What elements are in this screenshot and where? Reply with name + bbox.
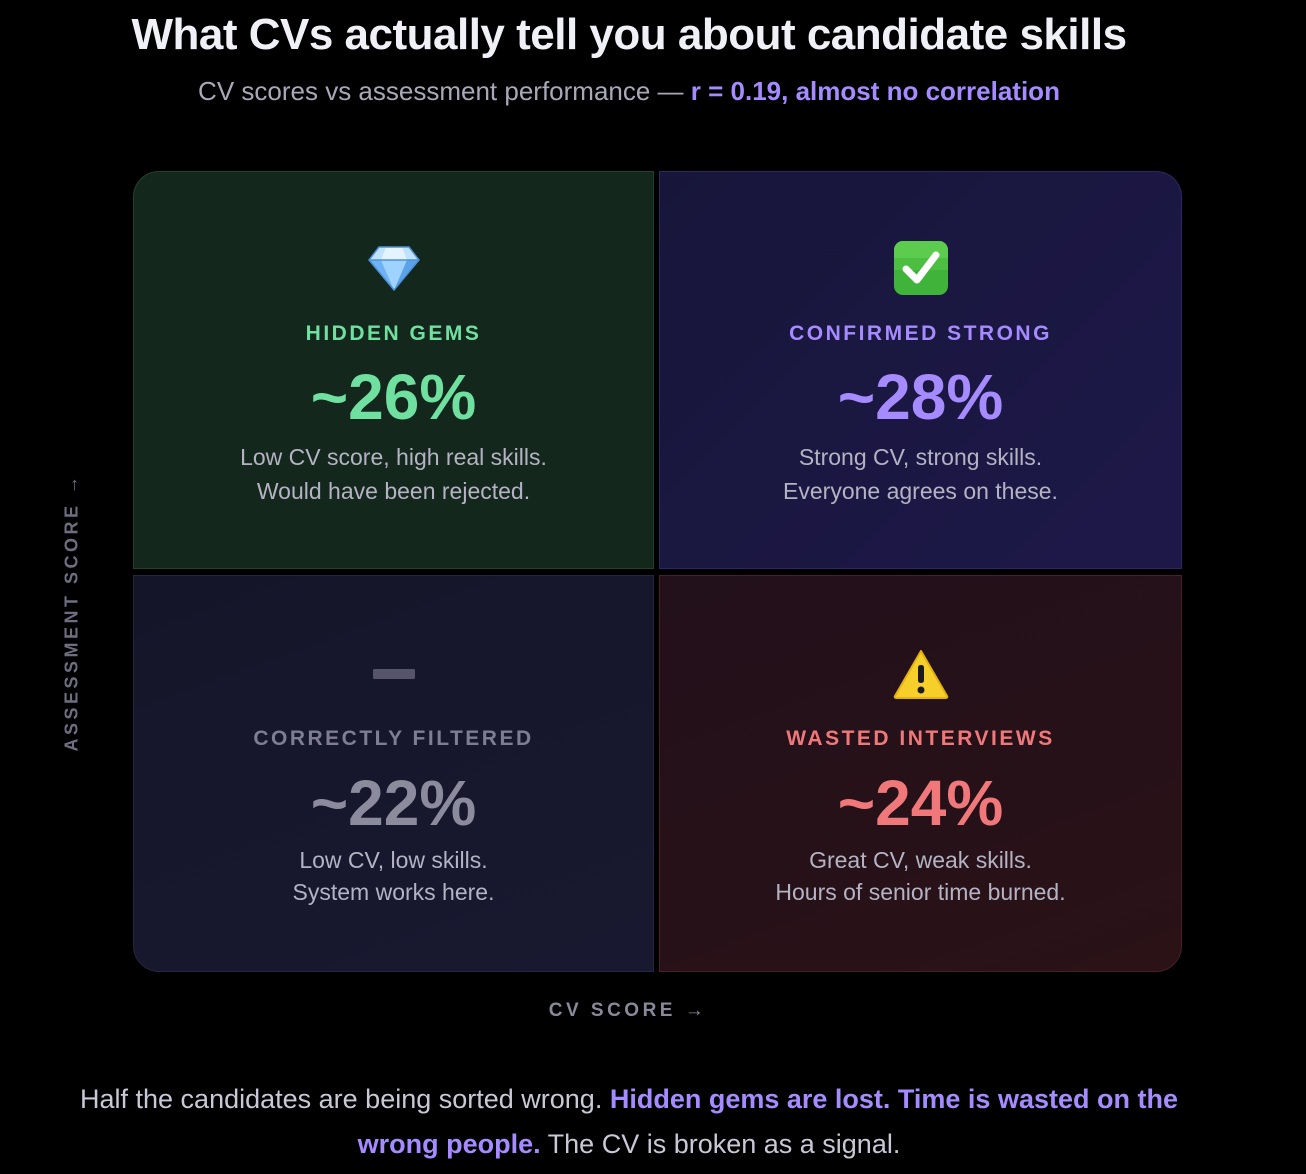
description-line: Great CV, weak skills. <box>809 847 1032 873</box>
description-line: Strong CV, strong skills. <box>798 444 1043 470</box>
quadrant-percent: ~24% <box>837 767 1004 839</box>
quadrant-description: Strong CV, strong skills. Everyone agree… <box>660 440 1181 508</box>
x-axis-label: CV SCORE → <box>548 1000 708 1021</box>
description-line: Low CV, low skills. <box>299 847 488 873</box>
diamond-icon <box>134 240 653 296</box>
quadrant-matrix: HIDDEN GEMS ~26% Low CV score, high real… <box>133 171 1182 972</box>
quadrant-description: Low CV, low skills. System works here. <box>134 844 653 908</box>
quadrant-wasted-interviews: WASTED INTERVIEWS ~24% Great CV, weak sk… <box>659 575 1182 972</box>
page-title: What CVs actually tell you about candida… <box>131 10 1127 59</box>
description-line: Low CV score, high real skills. <box>240 444 547 470</box>
quadrant-label: CORRECTLY FILTERED <box>253 727 534 750</box>
quadrant-percent: ~26% <box>310 361 477 433</box>
footer-text: The CV is broken as a signal. <box>540 1129 901 1159</box>
description-line: Would have been rejected. <box>256 478 531 504</box>
minus-icon <box>134 646 653 702</box>
quadrant-percent: ~22% <box>310 767 477 839</box>
quadrant-confirmed-strong: CONFIRMED STRONG ~28% Strong CV, strong … <box>659 171 1182 569</box>
description-line: Hours of senior time burned. <box>775 879 1066 905</box>
quadrant-label: WASTED INTERVIEWS <box>786 727 1055 750</box>
quadrant-label: CONFIRMED STRONG <box>789 322 1052 345</box>
quadrant-label: HIDDEN GEMS <box>305 322 482 345</box>
check-mark-button-icon <box>660 240 1181 296</box>
subtitle: CV scores vs assessment performance — r … <box>0 76 1258 107</box>
subtitle-prefix: CV scores vs assessment performance — <box>198 76 691 106</box>
y-axis-label: ASSESSMENT SCORE → <box>61 472 82 752</box>
description-line: System works here. <box>292 879 495 905</box>
quadrant-description: Great CV, weak skills. Hours of senior t… <box>660 844 1181 908</box>
description-line: Everyone agrees on these. <box>783 478 1058 504</box>
quadrant-correctly-filtered: CORRECTLY FILTERED ~22% Low CV, low skil… <box>133 575 654 972</box>
quadrant-percent: ~28% <box>837 361 1004 433</box>
correlation-highlight: r = 0.19, almost no correlation <box>690 76 1060 106</box>
warning-icon <box>660 646 1181 702</box>
footer-summary: Half the candidates are being sorted wro… <box>60 1077 1198 1167</box>
footer-highlight: Hidden gems are lost. Time is wasted on … <box>357 1084 1178 1159</box>
quadrant-hidden-gems: HIDDEN GEMS ~26% Low CV score, high real… <box>133 171 654 569</box>
footer-text: Half the candidates are being sorted wro… <box>80 1084 610 1114</box>
quadrant-description: Low CV score, high real skills. Would ha… <box>134 440 653 508</box>
